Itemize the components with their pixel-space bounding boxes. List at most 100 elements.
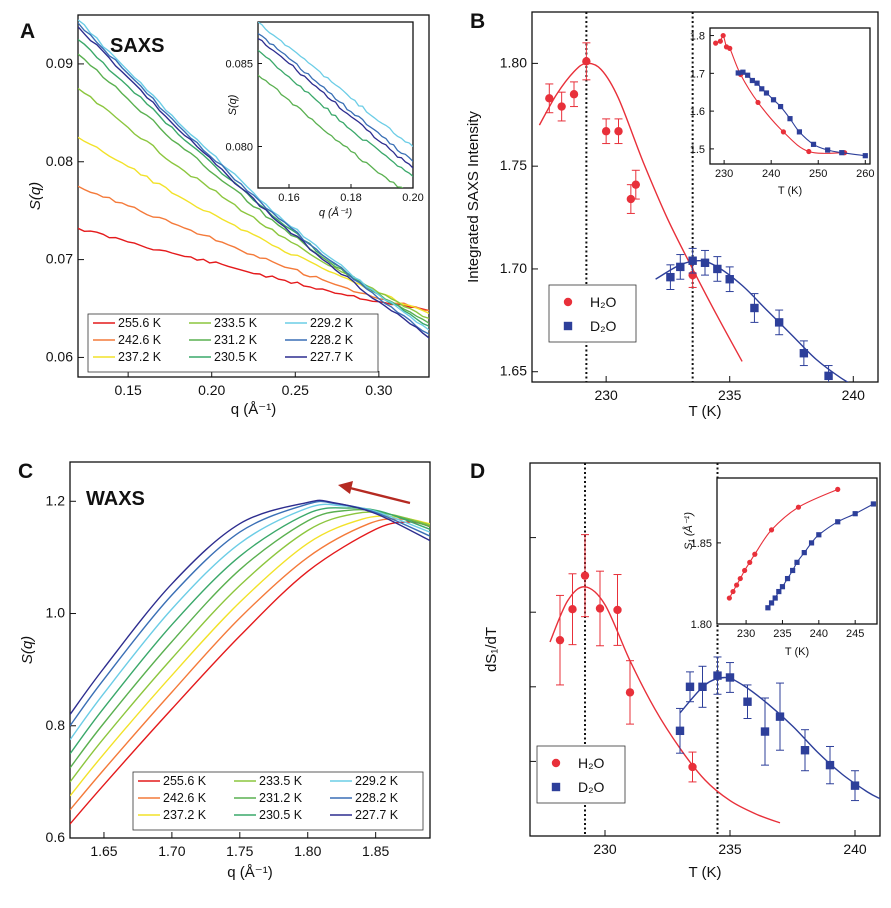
panel-d-legend-box — [536, 745, 626, 804]
inset-point — [801, 550, 807, 556]
legend-label: H₂O — [578, 755, 605, 771]
panel-c-frame — [69, 461, 431, 839]
panel-d-inset-xtick-label: 240 — [810, 628, 828, 640]
panel-a-xlabel: q (Å⁻¹) — [231, 401, 276, 418]
legend-label: 255.6 K — [118, 316, 162, 330]
shift-arrow-head — [338, 481, 353, 494]
saxs-curve-2282K — [78, 22, 429, 335]
data-point — [580, 571, 590, 580]
panel-d-legend: H₂O D₂O — [536, 745, 626, 804]
waxs-curve-2372K — [70, 515, 430, 797]
inset-point — [770, 97, 777, 103]
data-point — [685, 682, 695, 691]
data-point — [760, 727, 770, 736]
inset-point — [735, 70, 741, 76]
inset-point — [765, 605, 771, 611]
panel-a-xtick-label: 0.20 — [198, 382, 225, 398]
legend-label: 231.2 K — [259, 791, 303, 805]
panel-c-ytick-label: 1.2 — [46, 492, 66, 508]
inset-point — [720, 32, 726, 39]
data-point — [799, 349, 809, 358]
panel-b: 230 235 240 1.65 1.70 1.75 1.80 Integrated SAXS… — [465, 11, 879, 420]
panel-b-inset-ytick-label: 1.7 — [690, 68, 705, 80]
panel-d-xlabel: T (K) — [688, 864, 721, 881]
panel-a-legend: 255.6 K 242.6 K 237.2 K 233.5 K 231.2 K 230.5… — [87, 313, 379, 373]
saxs-curve-2556K — [78, 227, 429, 312]
data-point — [850, 781, 860, 790]
panel-c-xtick-label: 1.85 — [362, 843, 389, 859]
panel-a-frame — [77, 14, 430, 378]
data-point — [725, 673, 735, 682]
panel-a-inset-lines — [258, 22, 413, 188]
data-point — [675, 726, 685, 736]
waxs-curve-2305K — [70, 507, 430, 755]
data-point — [725, 275, 734, 284]
data-point — [743, 697, 752, 706]
panel-b-legend-box — [548, 284, 637, 343]
inset-curve — [258, 22, 413, 147]
inset-point — [810, 141, 817, 147]
panel-a-inset-xtick-label: 0.18 — [340, 192, 361, 204]
panel-b-body — [538, 12, 849, 382]
panel-a-xtick-label: 0.30 — [365, 382, 392, 398]
data-point — [774, 318, 784, 327]
inset-point — [839, 150, 845, 156]
inset-point — [759, 86, 765, 92]
data-point — [625, 688, 635, 697]
legend-label: H₂O — [590, 294, 617, 310]
panel-b-ytick-label: 1.70 — [500, 260, 527, 276]
panel-a-ytick-label: 0.09 — [46, 55, 73, 71]
inset-point — [808, 540, 815, 546]
inset-point — [862, 153, 868, 159]
inset-point — [768, 527, 775, 533]
data-point — [825, 760, 835, 770]
waxs-curve-2335K — [70, 511, 430, 783]
panel-c-ytick-label: 0.8 — [46, 717, 66, 733]
panel-c: 1.65 1.70 1.75 1.80 1.85 0.6 0.8 1.0 1.2 WAXS S(q)… — [19, 461, 431, 881]
inset-point — [737, 575, 743, 582]
waxs-curve-2556K — [70, 521, 430, 825]
panel-b-xtick-label: 240 — [842, 387, 866, 403]
panel-d-inset-ylabel: S₁ (Å⁻¹) — [682, 512, 695, 550]
inset-point — [795, 504, 802, 510]
panel-a-ytick-label: 0.08 — [46, 153, 73, 169]
panel-b-xtick-label: 235 — [718, 387, 742, 403]
panel-a: 0.15 0.20 0.25 0.30 0.06 0.07 0.08 0.09 SAXS S(q)… — [27, 14, 430, 418]
inset-point — [784, 575, 791, 582]
inset-point — [752, 551, 758, 557]
panel-b-inset-xtick-label: 250 — [809, 168, 827, 180]
panel-b-inset-xtick-label: 240 — [762, 168, 780, 180]
inset-line — [728, 488, 838, 599]
inset-point — [806, 148, 812, 155]
fit-curve-1 — [655, 259, 849, 382]
fit-curve-0 — [549, 586, 781, 824]
panel-a-xtick-label: 0.25 — [282, 382, 309, 398]
panel-d-frame — [529, 462, 881, 837]
data-point — [666, 272, 675, 282]
panel-a-inset-xlabel: q (Å⁻¹) — [319, 206, 353, 219]
panel-c-ytick-label: 0.6 — [46, 829, 66, 845]
panel-a-legend-box — [87, 313, 379, 373]
data-point — [557, 102, 566, 111]
panel-d-inset-xtick-label: 235 — [773, 628, 791, 640]
data-point — [568, 605, 577, 614]
legend-marker — [551, 782, 561, 792]
panel-d-xtick-label: 240 — [843, 841, 867, 857]
data-point — [800, 746, 810, 755]
inset-point — [742, 567, 748, 574]
data-point — [569, 90, 579, 99]
legend-label: 229.2 K — [355, 774, 399, 788]
data-point — [676, 262, 685, 272]
data-point — [688, 256, 697, 265]
panel-letter-c: C — [18, 460, 33, 483]
panel-d: 230 235 240 dS₁/dT T (K) H₂O D₂O 230 235 240 245 1.… — [483, 462, 881, 881]
inset-point — [754, 80, 760, 86]
panel-a-inset-ylabel: S(q) — [227, 94, 239, 115]
panel-b-inset-frame — [709, 27, 871, 165]
legend-label: 233.5 K — [214, 316, 258, 330]
data-point — [713, 264, 722, 274]
panel-c-xtick-label: 1.65 — [90, 843, 117, 859]
panel-b-ytick-label: 1.75 — [500, 157, 527, 173]
saxs-curve-2335K — [78, 87, 429, 319]
